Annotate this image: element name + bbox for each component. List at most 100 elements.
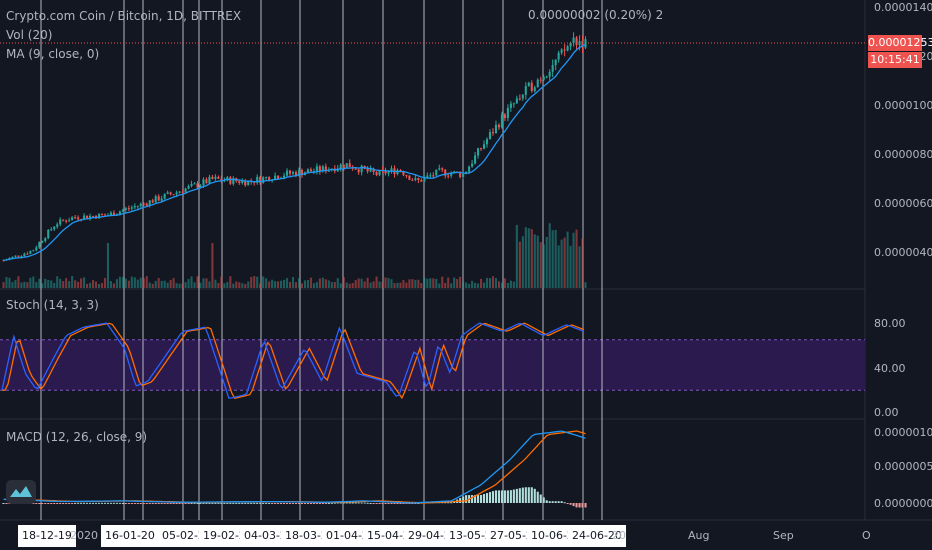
- macd-histogram-bar: [545, 500, 548, 503]
- volume-bar: [566, 231, 569, 288]
- volume-bar: [447, 277, 450, 288]
- volume-bar: [471, 280, 474, 288]
- volume-bar: [542, 244, 545, 288]
- volume-bar: [14, 280, 17, 288]
- stoch-k-line: [1, 322, 585, 399]
- macd-histogram-bar: [405, 503, 408, 504]
- volume-bar: [402, 280, 405, 288]
- candle-body: [17, 255, 20, 257]
- time-axis-date: 20: [612, 529, 626, 542]
- candle-body: [518, 98, 521, 100]
- macd-histogram-bar: [321, 503, 324, 504]
- candle-body: [124, 208, 127, 211]
- candle-body: [166, 192, 169, 194]
- candle-body: [160, 198, 163, 201]
- macd-histogram-bar: [444, 502, 447, 504]
- macd-histogram-bar: [32, 503, 35, 504]
- macd-histogram-bar: [2, 503, 5, 504]
- macd-histogram-bar: [309, 503, 312, 504]
- candle-body: [205, 179, 208, 184]
- volume-bar: [336, 278, 339, 288]
- volume-bar: [199, 282, 202, 288]
- volume-bar: [208, 281, 211, 288]
- candle-body: [38, 242, 41, 248]
- macd-histogram-bar: [154, 503, 157, 504]
- candle-body: [429, 175, 432, 177]
- macd-histogram-bar: [303, 503, 306, 504]
- macd-histogram-bar: [106, 502, 110, 504]
- candle-body: [44, 238, 47, 242]
- volume-bar: [444, 282, 447, 288]
- volume-bar: [423, 277, 426, 288]
- volume-indicator-label[interactable]: Vol (20): [6, 28, 53, 42]
- time-axis-date: 16-01-20: [101, 525, 159, 547]
- volume-bar: [288, 281, 292, 288]
- volume-bar: [184, 282, 187, 288]
- candle-body: [184, 188, 187, 193]
- volume-bar: [148, 282, 151, 288]
- volume-bar: [405, 282, 408, 288]
- macd-histogram-bar: [205, 502, 208, 504]
- volume-bar: [151, 283, 154, 288]
- volume-bar: [330, 282, 333, 288]
- macd-histogram-bar: [366, 502, 369, 504]
- volume-bar: [551, 230, 554, 288]
- volume-bar: [474, 282, 477, 288]
- candle-body: [244, 180, 247, 186]
- volume-bar: [429, 278, 432, 288]
- stoch-indicator-label[interactable]: Stoch (14, 3, 3): [6, 298, 99, 312]
- macd-histogram-bar: [68, 503, 71, 504]
- candle-body: [56, 224, 59, 227]
- candle-body: [572, 37, 575, 43]
- candle-body: [357, 169, 360, 173]
- candle-body: [441, 168, 444, 170]
- macd-histogram-bar: [35, 503, 38, 504]
- stoch-tick: 40.00: [874, 362, 906, 375]
- candle-body: [312, 171, 315, 173]
- macd-histogram-bar: [74, 502, 77, 504]
- volume-bar: [115, 279, 118, 288]
- volume-bar: [506, 282, 509, 288]
- candle-body: [524, 86, 527, 95]
- tradingview-logo-icon[interactable]: [6, 480, 36, 504]
- macd-histogram-bar: [465, 495, 468, 503]
- macd-histogram-bar: [477, 495, 480, 503]
- macd-indicator-label[interactable]: MACD (12, 26, close, 9): [6, 430, 148, 444]
- volume-bar: [530, 229, 533, 288]
- volume-bar: [500, 282, 503, 288]
- candle-body: [196, 183, 199, 188]
- volume-bar: [241, 283, 244, 288]
- volume-bar: [244, 283, 247, 288]
- candle-body: [390, 168, 393, 172]
- candle-body: [488, 132, 492, 140]
- macd-histogram-bar: [47, 503, 50, 504]
- volume-bar: [300, 283, 304, 288]
- macd-histogram-bar: [378, 503, 381, 504]
- macd-histogram-bar: [166, 503, 169, 504]
- candle-body: [83, 215, 86, 220]
- macd-histogram-bar: [232, 502, 235, 504]
- candle-body: [62, 219, 65, 221]
- volume-bar: [100, 283, 104, 288]
- volume-bar: [23, 281, 26, 288]
- volume-bar: [321, 277, 324, 288]
- candle-body: [450, 173, 453, 176]
- candle-body: [109, 212, 112, 216]
- candle-body: [471, 163, 474, 167]
- candle-body: [11, 256, 14, 258]
- candle-body: [509, 103, 512, 108]
- macd-histogram-bar: [50, 503, 53, 504]
- macd-histogram-bar: [256, 502, 259, 504]
- volume-bar: [157, 278, 160, 288]
- volume-bar: [411, 279, 414, 288]
- macd-histogram-bar: [500, 490, 503, 503]
- candle-body: [238, 181, 241, 184]
- macd-histogram-bar: [488, 492, 492, 503]
- candle-body: [399, 169, 402, 172]
- ma-indicator-label[interactable]: MA (9, close, 0): [6, 47, 100, 61]
- volume-bar: [265, 278, 268, 288]
- macd-histogram-bar: [271, 503, 274, 504]
- candle-body: [77, 217, 80, 220]
